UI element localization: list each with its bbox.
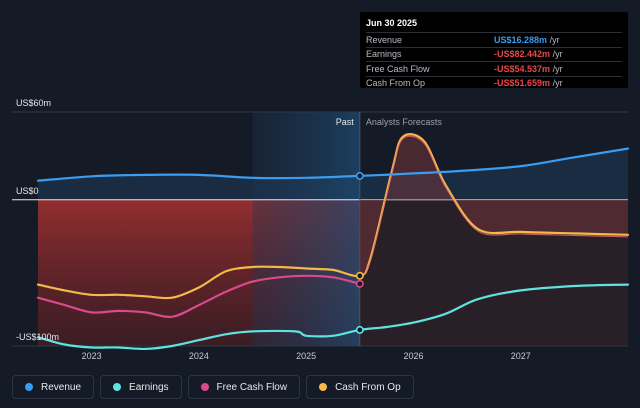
chart-legend: Revenue Earnings Free Cash Flow Cash Fro… xyxy=(12,375,414,401)
marker-free-cash-flow xyxy=(355,279,364,288)
tooltip-label: Cash From Op xyxy=(366,78,426,89)
marker-cash-from-op xyxy=(355,271,364,280)
legend-dot-icon xyxy=(25,383,33,391)
legend-item-revenue[interactable]: Revenue xyxy=(12,375,95,399)
tooltip-unit: /yr xyxy=(552,78,563,89)
legend-item-earnings[interactable]: Earnings xyxy=(100,375,182,399)
legend-label: Earnings xyxy=(129,381,169,393)
marker-revenue xyxy=(355,171,364,180)
marker-earnings xyxy=(355,325,364,334)
cash-from-op-forecast-area xyxy=(359,134,628,276)
y-label-zero: US$0 xyxy=(16,186,39,196)
tooltip-unit: /yr xyxy=(552,63,563,74)
tooltip-unit: /yr xyxy=(552,49,563,60)
legend-item-free-cash-flow[interactable]: Free Cash Flow xyxy=(187,375,301,399)
cash-from-op-shadow-line xyxy=(359,135,629,279)
past-highlight-band xyxy=(252,112,360,346)
tooltip-value: -US$54.537m xyxy=(494,63,551,74)
forecast-label: Analysts Forecasts xyxy=(366,117,443,127)
tooltip-label: Revenue xyxy=(366,34,403,45)
tooltip-unit: /yr xyxy=(549,34,560,45)
legend-label: Cash From Op xyxy=(335,381,401,393)
x-tick-label-2023: 2023 xyxy=(82,351,102,361)
tooltip-label: Earnings xyxy=(366,49,402,60)
series-line-earnings xyxy=(36,283,630,351)
tooltip-row-free-cash-flow: Free Cash Flow -US$54.537m /yr xyxy=(366,61,622,76)
tooltip-panel: Jun 30 2025 Revenue US$16.288m /yr Earni… xyxy=(360,12,628,88)
legend-item-cash-from-op[interactable]: Cash From Op xyxy=(306,375,414,399)
tooltip-date: Jun 30 2025 xyxy=(366,18,418,28)
legend-dot-icon xyxy=(200,383,209,391)
x-tick-label-2025: 2025 xyxy=(296,351,316,361)
legend-label: Free Cash Flow xyxy=(216,381,288,393)
x-tick-label-2027: 2027 xyxy=(511,351,531,361)
y-label-bottom: -US$100m xyxy=(16,332,59,342)
y-label-top: US$60m xyxy=(16,98,51,108)
past-label: Past xyxy=(336,117,355,127)
legend-dot-icon xyxy=(319,383,328,391)
series-line-revenue xyxy=(36,147,630,182)
legend-label: Revenue xyxy=(41,381,82,393)
x-tick-label-2026: 2026 xyxy=(403,351,423,361)
tooltip-value: -US$51.659m xyxy=(494,78,551,89)
tooltip-value: -US$82.442m xyxy=(494,49,551,60)
tooltip-row-earnings: Earnings -US$82.442m /yr xyxy=(366,46,622,62)
series-line-cash-from-op xyxy=(36,133,630,300)
legend-dot-icon xyxy=(113,383,122,391)
revenue-area xyxy=(38,148,628,200)
tooltip-label: Free Cash Flow xyxy=(366,63,430,74)
series-line-free-cash-flow xyxy=(36,274,361,319)
x-tick-label-2024: 2024 xyxy=(189,351,209,361)
tooltip-row-revenue: Revenue US$16.288m /yr xyxy=(366,32,622,47)
tooltip-value: US$16.288m xyxy=(494,34,548,45)
tooltip-row-cash-from-op: Cash From Op -US$51.659m /yr xyxy=(366,75,622,91)
